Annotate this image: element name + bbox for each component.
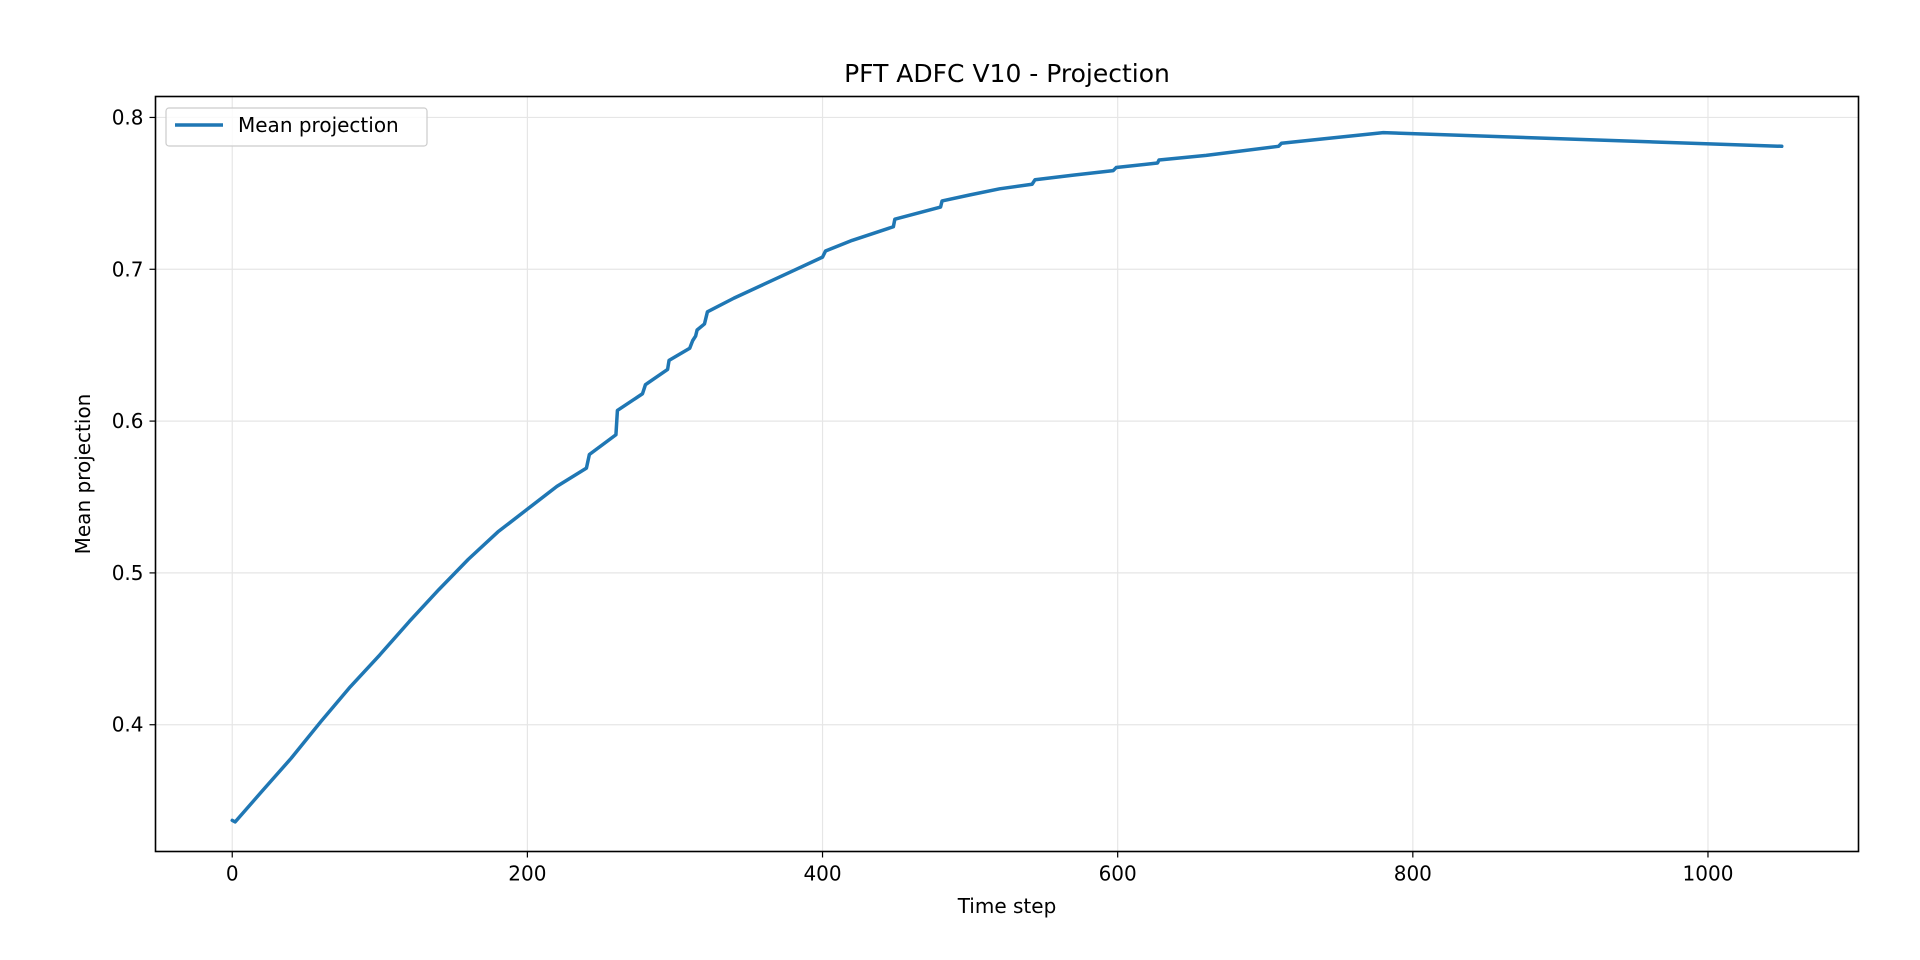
y-tick-label: 0.4 — [112, 713, 144, 737]
series-line-mean-projection — [230, 130, 1784, 824]
y-tick-label: 0.8 — [112, 105, 144, 129]
y-tick-label: 0.6 — [112, 409, 144, 433]
x-tick-label: 1000 — [1683, 862, 1734, 886]
axes-frame — [154, 95, 1860, 853]
y-tick-label: 0.7 — [112, 257, 144, 281]
x-tick-label: 200 — [508, 862, 546, 886]
legend-box — [165, 107, 428, 147]
x-tick-label: 800 — [1394, 862, 1432, 886]
y-axis-ticks: 0.4 0.5 0.6 0.7 0.8 — [112, 105, 156, 737]
x-tick-label: 400 — [803, 862, 841, 886]
x-tick-label: 600 — [1099, 862, 1137, 886]
y-tick-label: 0.5 — [112, 561, 144, 585]
legend-label: Mean projection — [238, 113, 399, 137]
x-axis-label: Time step — [957, 894, 1057, 918]
chart-title: PFT ADFC V10 - Projection — [844, 59, 1170, 88]
plot-data — [230, 130, 1784, 824]
x-axis-ticks: 0 200 400 600 800 1000 — [226, 851, 1734, 886]
legend: Mean projection — [165, 107, 428, 147]
y-axis-label: Mean projection — [71, 394, 95, 555]
x-tick-label: 0 — [226, 862, 239, 886]
grid-lines — [155, 96, 1859, 852]
